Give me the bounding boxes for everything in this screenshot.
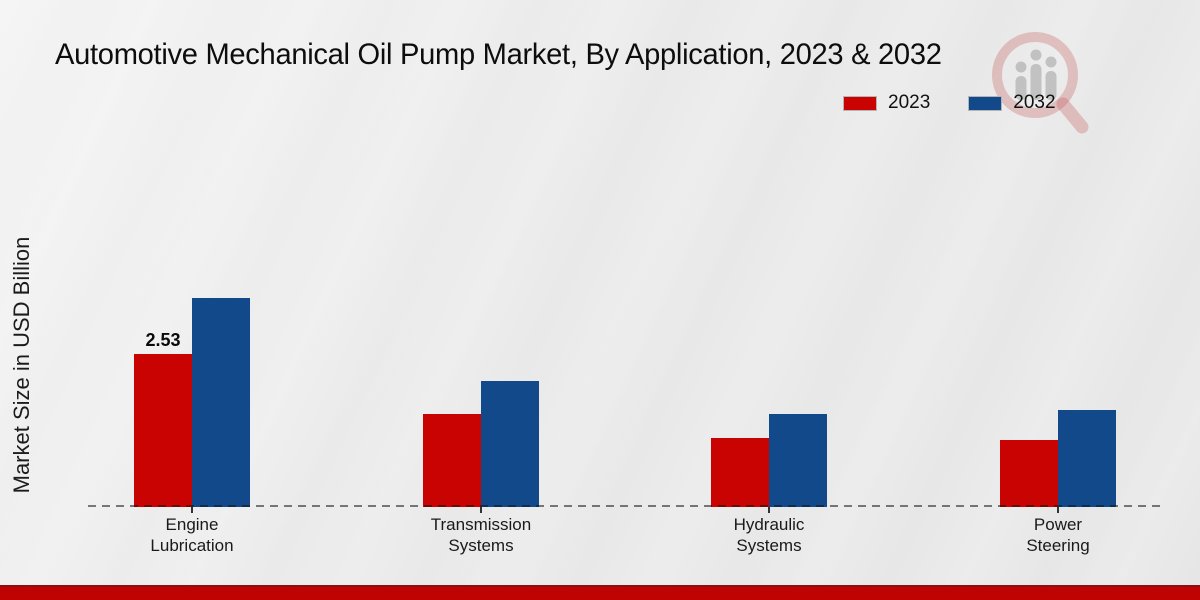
axis-tick-engine-lubrication — [191, 507, 193, 513]
bar-value-label: 2.53 — [145, 330, 181, 350]
legend-label-2023: 2023 — [888, 92, 931, 113]
axis-tick-power-steering — [1057, 507, 1059, 513]
bar-2023-power-steering — [1000, 440, 1058, 507]
category-label-power-steering: Power Steering — [1026, 515, 1090, 555]
watermark-logo-icon — [992, 32, 1089, 134]
chart-title: Automotive Mechanical Oil Pump Market, B… — [55, 38, 942, 71]
bar-2032-hydraulic-systems — [769, 414, 827, 507]
bar-2023-transmission-systems — [423, 414, 481, 507]
axis-tick-hydraulic-systems — [768, 507, 770, 513]
legend-swatch-2032 — [968, 95, 1003, 111]
category-label-hydraulic-systems: Hydraulic Systems — [733, 515, 805, 555]
category-label-transmission-systems: Transmission Systems — [430, 515, 532, 555]
bar-2032-power-steering — [1058, 410, 1116, 507]
bar-2023-engine-lubrication — [134, 354, 192, 507]
y-axis-label: Market Size in USD Billion — [9, 236, 34, 494]
footer-accent-bar — [0, 585, 1200, 600]
bar-2032-engine-lubrication — [192, 298, 250, 507]
legend-item-2023: 2023 — [843, 92, 930, 114]
bar-2023-hydraulic-systems — [711, 438, 769, 507]
bar-2032-transmission-systems — [481, 381, 539, 507]
category-label-engine-lubrication: Engine Lubrication — [150, 515, 234, 555]
x-axis-baseline — [88, 505, 1163, 507]
axis-tick-transmission-systems — [480, 507, 482, 513]
legend-item-2032: 2032 — [968, 92, 1056, 114]
legend: 2023 2032 — [843, 92, 1056, 114]
legend-swatch-2023 — [843, 95, 877, 111]
legend-label-2032: 2032 — [1013, 92, 1056, 113]
